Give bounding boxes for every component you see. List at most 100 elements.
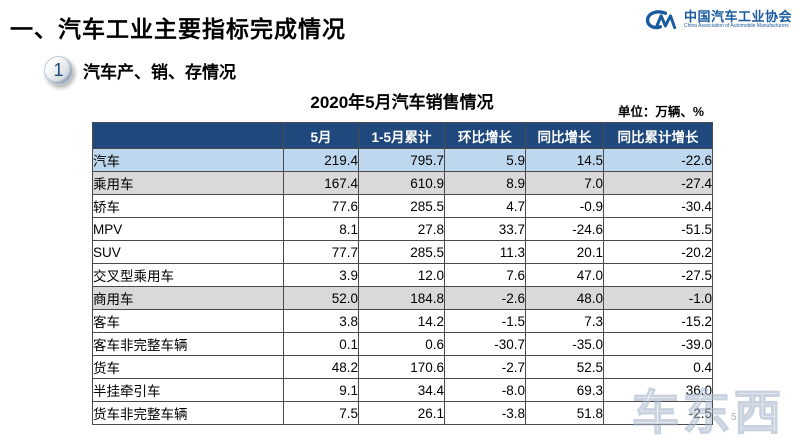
row-value: 20.1 <box>525 240 604 264</box>
row-value: 0.4 <box>603 355 713 379</box>
table-row: 商用车 52.0 184.8 -2.6 48.0 -1.0 <box>92 286 713 310</box>
row-value: 7.3 <box>525 309 604 333</box>
row-value: -35.0 <box>525 332 604 356</box>
caam-logo-subtitle: China Association of Automobile Manufact… <box>683 23 789 30</box>
row-value: 795.7 <box>358 148 445 172</box>
row-value: -22.6 <box>603 148 713 172</box>
row-value: 33.7 <box>444 217 526 241</box>
row-value: 4.7 <box>444 194 526 218</box>
table-row: 货车非完整车辆 7.5 26.1 -3.8 51.8 -2.5 <box>92 401 713 425</box>
row-value: 0.1 <box>283 332 359 356</box>
row-label: 半挂牵引车 <box>92 378 284 402</box>
row-label: 货车非完整车辆 <box>92 401 284 425</box>
row-value: -30.4 <box>603 194 713 218</box>
row-value: 167.4 <box>283 171 359 195</box>
column-header: 5月 <box>283 122 359 149</box>
row-value: 7.0 <box>525 171 604 195</box>
row-value: 285.5 <box>358 240 445 264</box>
row-value: -27.5 <box>603 263 713 287</box>
row-value: 5.9 <box>444 148 526 172</box>
table-row: SUV 77.7 285.5 11.3 20.1 -20.2 <box>92 240 713 264</box>
row-value: 48.0 <box>525 286 604 310</box>
row-value: -24.6 <box>525 217 604 241</box>
row-value: -3.8 <box>444 401 526 425</box>
row-value: 0.6 <box>358 332 445 356</box>
caam-logo: 中国汽车工业协会 China Association of Automobile… <box>645 9 792 31</box>
unit-note: 单位：万辆、% <box>617 105 704 119</box>
row-value: -1.0 <box>603 286 713 310</box>
row-value: 69.3 <box>525 378 604 402</box>
table-row: 客车 3.8 14.2 -1.5 7.3 -15.2 <box>92 309 713 333</box>
column-header: 同比累计增长 <box>603 122 713 149</box>
table-row: 半挂牵引车 9.1 34.4 -8.0 69.3 36.0 <box>92 378 713 402</box>
caam-logo-name: 中国汽车工业协会 <box>683 9 792 25</box>
row-value: 285.5 <box>358 194 445 218</box>
section-title: 汽车产、销、存情况 <box>83 63 236 82</box>
row-value: 184.8 <box>358 286 445 310</box>
row-value: -1.5 <box>444 309 526 333</box>
row-value: 7.6 <box>444 263 526 287</box>
page-number: 5 <box>731 412 737 423</box>
section-header: 1 汽车产、销、存情况 <box>44 56 236 85</box>
table-row: 汽车 219.4 795.7 5.9 14.5 -22.6 <box>92 148 713 172</box>
row-value: 14.5 <box>525 148 604 172</box>
row-value: -2.5 <box>603 401 713 425</box>
row-value: 8.9 <box>444 171 526 195</box>
row-label: 客车非完整车辆 <box>92 332 284 356</box>
column-header: 1-5月累计 <box>358 122 445 149</box>
row-value: -30.7 <box>444 332 526 356</box>
row-value: -20.2 <box>603 240 713 264</box>
table-row: 交叉型乘用车 3.9 12.0 7.6 47.0 -27.5 <box>92 263 713 287</box>
sales-table-header-row: 5月 1-5月累计 环比增长 同比增长 同比累计增长 <box>92 122 713 149</box>
row-value: -8.0 <box>444 378 526 402</box>
row-value: 11.3 <box>444 240 526 264</box>
row-value: 610.9 <box>358 171 445 195</box>
row-value: 36.0 <box>603 378 713 402</box>
row-value: 27.8 <box>358 217 445 241</box>
row-label: 货车 <box>92 355 284 379</box>
row-value: -51.5 <box>603 217 713 241</box>
row-value: 52.0 <box>283 286 359 310</box>
section-number-badge: 1 <box>44 56 73 85</box>
row-value: 8.1 <box>283 217 359 241</box>
row-value: 170.6 <box>358 355 445 379</box>
row-value: 3.8 <box>283 309 359 333</box>
table-row: 轿车 77.6 285.5 4.7 -0.9 -30.4 <box>92 194 713 218</box>
row-label: 客车 <box>92 309 284 333</box>
row-value: 3.9 <box>283 263 359 287</box>
row-value: -27.4 <box>603 171 713 195</box>
row-value: -39.0 <box>603 332 713 356</box>
sales-table: 5月 1-5月累计 环比增长 同比增长 同比累计增长 汽车 219.4 795.7 5.9 14… <box>92 122 713 425</box>
column-header: 环比增长 <box>444 122 526 149</box>
column-header: 同比增长 <box>525 122 604 149</box>
row-value: 48.2 <box>283 355 359 379</box>
row-label: 交叉型乘用车 <box>92 263 284 287</box>
table-row: 货车 48.2 170.6 -2.7 52.5 0.4 <box>92 355 713 379</box>
row-value: 52.5 <box>525 355 604 379</box>
row-label: 商用车 <box>92 286 284 310</box>
caam-logo-icon <box>645 9 679 31</box>
sales-table-body: 汽车 219.4 795.7 5.9 14.5 -22.6 乘用车 167.4 610.9 8.9… <box>92 148 713 425</box>
row-value: 14.2 <box>358 309 445 333</box>
row-label: 汽车 <box>92 148 284 172</box>
page-title: 一、汽车工业主要指标完成情况 <box>10 16 346 42</box>
row-value: 12.0 <box>358 263 445 287</box>
row-value: 51.8 <box>525 401 604 425</box>
row-value: 77.6 <box>283 194 359 218</box>
row-label: SUV <box>92 240 284 264</box>
row-value: -0.9 <box>525 194 604 218</box>
row-value: 34.4 <box>358 378 445 402</box>
row-value: -2.7 <box>444 355 526 379</box>
column-header <box>92 122 284 149</box>
row-value: -2.6 <box>444 286 526 310</box>
row-label: 轿车 <box>92 194 284 218</box>
row-value: 26.1 <box>358 401 445 425</box>
table-row: MPV 8.1 27.8 33.7 -24.6 -51.5 <box>92 217 713 241</box>
row-value: 219.4 <box>283 148 359 172</box>
row-value: 77.7 <box>283 240 359 264</box>
row-value: 9.1 <box>283 378 359 402</box>
table-title: 2020年5月汽车销售情况 <box>310 93 494 112</box>
row-value: 7.5 <box>283 401 359 425</box>
row-label: MPV <box>92 217 284 241</box>
row-value: 47.0 <box>525 263 604 287</box>
